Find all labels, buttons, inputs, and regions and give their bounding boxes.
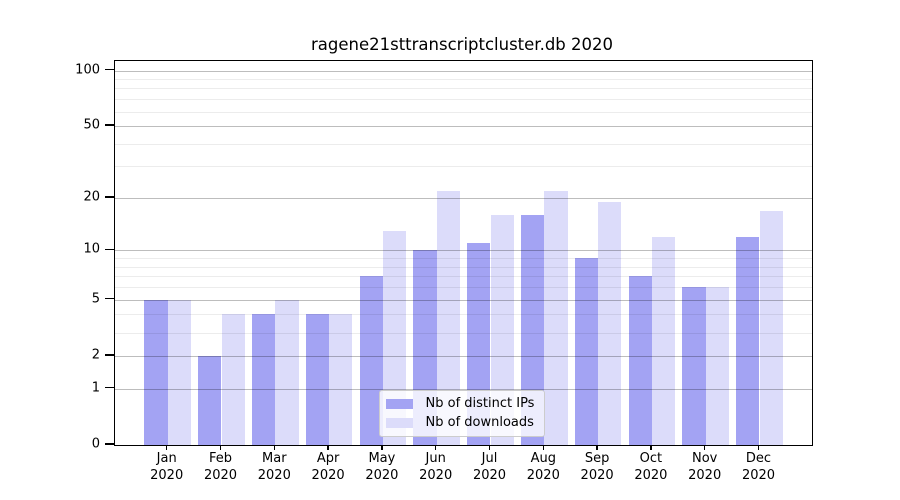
minor-gridline [114, 99, 812, 101]
x-tick-label: Jan 2020 [150, 451, 184, 483]
x-tick-mark [219, 445, 222, 450]
bar-distinct-ips [682, 287, 706, 445]
legend-swatch-downloads [385, 417, 413, 428]
bar-distinct-ips [252, 314, 276, 445]
y-tick-label: 5 [91, 291, 100, 307]
bar-distinct-ips [574, 258, 599, 445]
minor-gridline [114, 314, 812, 316]
major-gridline [114, 250, 812, 252]
bar-distinct-ips [359, 276, 383, 445]
minor-gridline [114, 88, 812, 90]
y-tick-mark [105, 248, 114, 251]
legend-item-downloads: Nb of downloads [385, 415, 535, 430]
x-tick-label: Oct 2020 [634, 451, 668, 483]
bar-distinct-ips [521, 215, 545, 445]
y-tick-label: 1 [91, 380, 100, 396]
x-tick-mark [650, 445, 652, 450]
bar-downloads [167, 299, 191, 445]
x-tick-mark [704, 445, 706, 450]
y-tick-mark [105, 387, 114, 389]
x-tick-mark [596, 445, 598, 450]
bars-layer [115, 61, 813, 445]
y-tick-label: 50 [83, 117, 100, 133]
x-tick-label: Jul 2020 [472, 451, 507, 483]
bar-distinct-ips [305, 314, 330, 445]
bar-downloads [759, 210, 783, 445]
major-gridline [114, 198, 812, 199]
x-tick-label: Aug 2020 [526, 451, 560, 483]
y-tick-label: 0 [91, 436, 100, 452]
chart-title: ragene21sttranscriptcluster.db 2020 [310, 35, 614, 54]
minor-gridline [114, 111, 812, 113]
y-tick-mark [105, 354, 114, 356]
x-tick-label: Mar 2020 [257, 451, 291, 483]
x-tick-mark [757, 445, 760, 450]
x-tick-mark [381, 445, 383, 450]
y-tick-mark [105, 68, 114, 71]
x-tick-label: May 2020 [365, 451, 399, 483]
bar-distinct-ips [736, 236, 760, 445]
x-tick-label: Feb 2020 [203, 451, 238, 483]
bar-downloads [544, 190, 568, 445]
x-tick-mark [273, 445, 275, 450]
legend-item-distinct-ips: Nb of distinct IPs [385, 396, 535, 411]
bar-downloads [275, 299, 299, 445]
bar-distinct-ips [628, 276, 652, 445]
bar-distinct-ips [144, 299, 168, 445]
minor-gridline [114, 258, 812, 260]
bar-downloads [436, 190, 460, 445]
y-tick-mark [105, 196, 114, 198]
legend-swatch-distinct-ips [385, 398, 413, 409]
legend-label-downloads: Nb of downloads [425, 415, 534, 430]
x-tick-label: Dec 2020 [741, 451, 776, 483]
bar-distinct-ips [198, 355, 222, 445]
x-tick-label: Jun 2020 [419, 451, 453, 483]
x-tick-label: Apr 2020 [311, 451, 345, 483]
major-gridline [114, 388, 812, 390]
x-tick-mark [435, 445, 437, 450]
bar-downloads [490, 215, 514, 445]
x-tick-label: Nov 2020 [688, 451, 722, 483]
major-gridline [114, 299, 812, 301]
minor-gridline [114, 143, 812, 145]
y-tick-label: 10 [83, 241, 100, 257]
minor-gridline [114, 166, 812, 168]
y-tick-label: 20 [83, 189, 100, 205]
legend-label-distinct-ips: Nb of distinct IPs [425, 396, 535, 411]
bar-downloads [221, 314, 245, 445]
minor-gridline [114, 332, 812, 334]
legend: Nb of distinct IPs Nb of downloads [378, 390, 546, 437]
plot-area: Nb of distinct IPs Nb of downloads [113, 60, 813, 446]
major-gridline [114, 126, 812, 128]
major-gridline [114, 355, 812, 357]
bar-downloads [705, 287, 729, 445]
x-tick-mark [327, 445, 329, 450]
minor-gridline [114, 276, 812, 278]
minor-gridline [114, 266, 812, 268]
bar-downloads [598, 201, 622, 445]
minor-gridline [114, 79, 812, 81]
x-tick-label: Sep 2020 [580, 451, 614, 483]
y-tick-label: 2 [91, 347, 100, 363]
x-tick-mark [488, 445, 491, 450]
minor-gridline [114, 287, 812, 289]
major-gridline [114, 70, 812, 72]
gridlines-layer [114, 61, 812, 445]
bar-downloads [329, 314, 353, 445]
x-tick-mark [542, 445, 544, 450]
bar-downloads [651, 236, 676, 445]
y-tick-label: 100 [75, 62, 100, 78]
y-tick-mark [105, 297, 114, 300]
x-tick-mark [166, 445, 168, 450]
y-tick-mark [105, 443, 114, 445]
y-tick-mark [105, 124, 114, 126]
